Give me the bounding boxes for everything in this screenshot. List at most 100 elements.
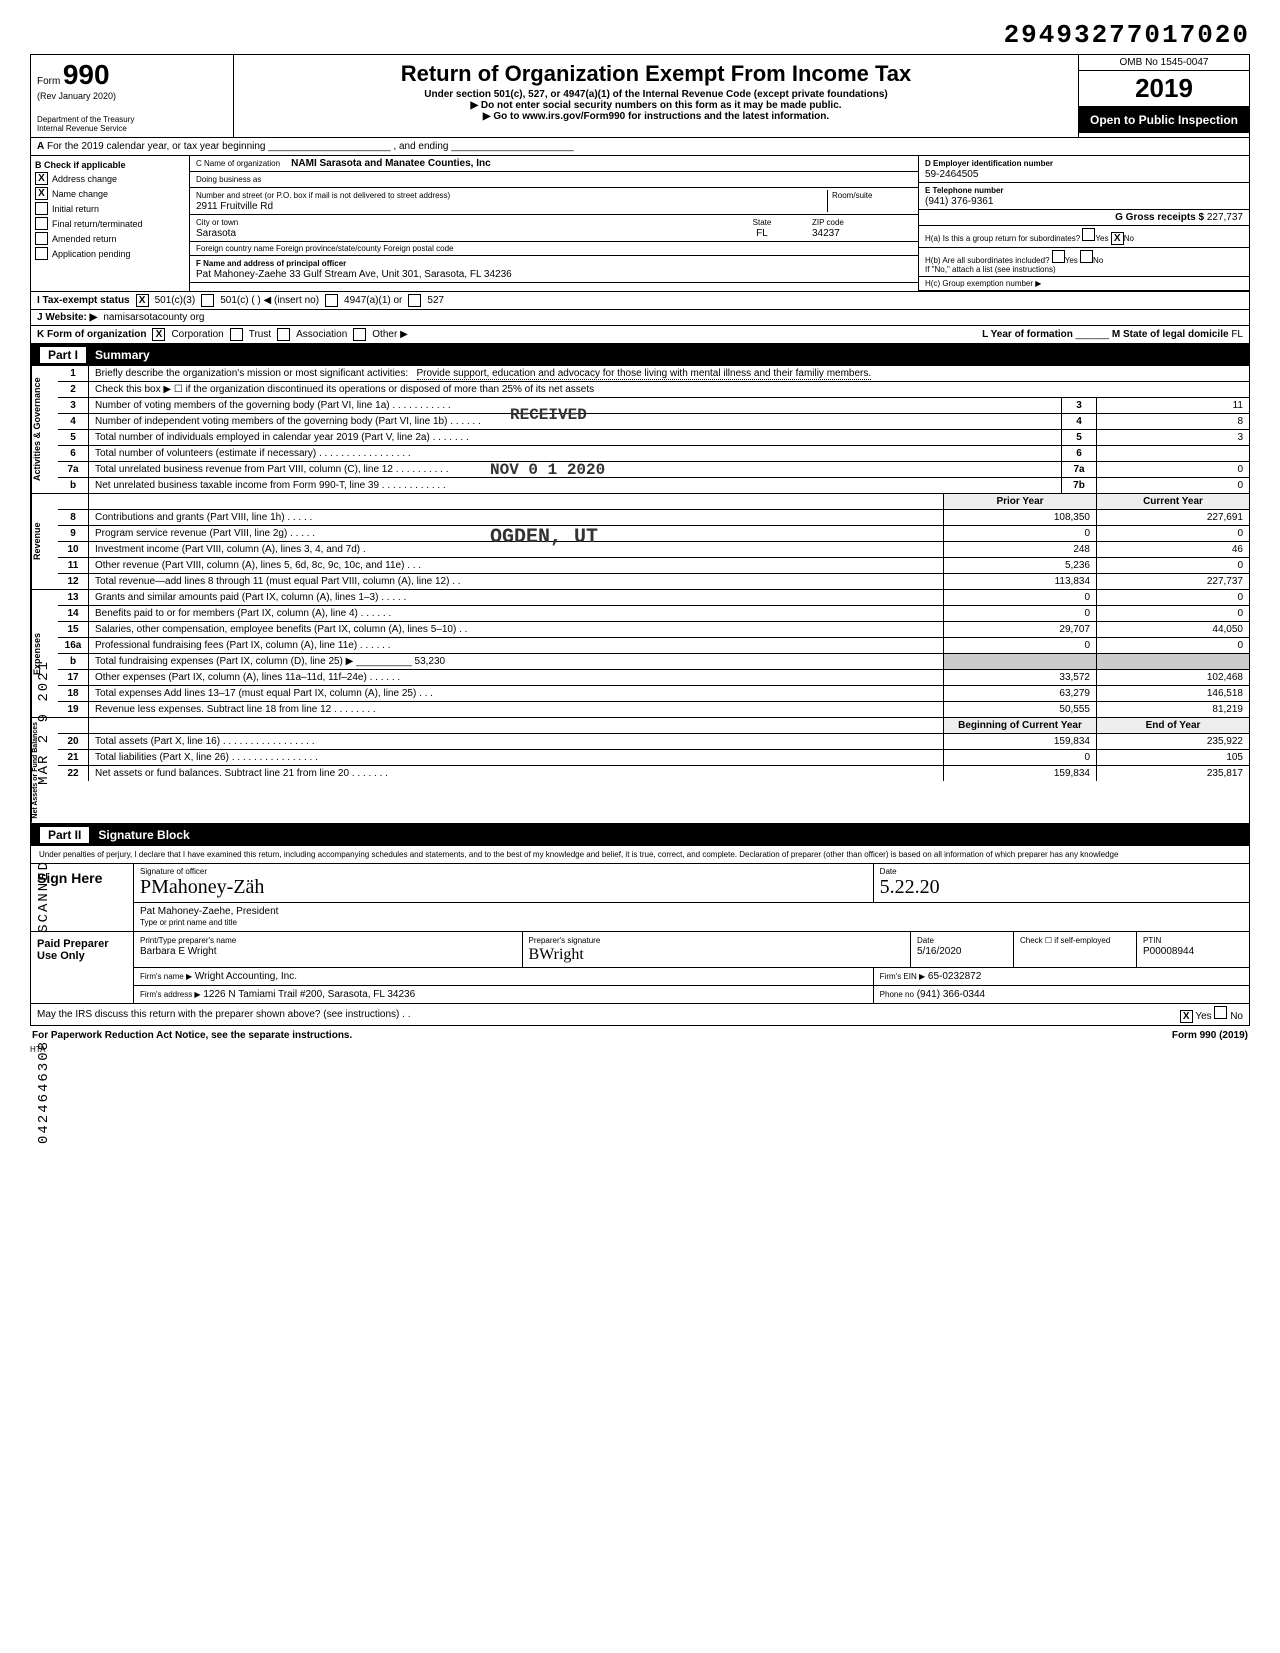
chk-527[interactable] [408, 294, 421, 307]
perjury-text: Under penalties of perjury, I declare th… [30, 846, 1250, 864]
firm-phone-label: Phone no [880, 990, 914, 999]
lbl-address: Address change [52, 174, 117, 184]
row-curr: 105 [1096, 750, 1249, 765]
e-label: E Telephone number [925, 186, 1004, 195]
row-curr: 44,050 [1096, 622, 1249, 637]
form-subtitle: Under section 501(c), 527, or 4947(a)(1)… [242, 89, 1070, 100]
c-addr-label: Number and street (or P.O. box if mail i… [196, 191, 450, 200]
row-val [1096, 446, 1249, 461]
row-num: 12 [58, 574, 89, 589]
chk-other[interactable] [353, 328, 366, 341]
chk-amended[interactable] [35, 232, 48, 245]
row-prior: 33,572 [943, 670, 1096, 685]
row-prior: 248 [943, 542, 1096, 557]
vtab-rev: Revenue [31, 494, 58, 589]
sig-date-label: Date [880, 867, 1243, 876]
row-desc: Total number of individuals employed in … [89, 430, 1061, 445]
ha-no[interactable]: X [1111, 232, 1124, 245]
row-desc: Total liabilities (Part X, line 26) . . … [89, 750, 943, 765]
row-num: 9 [58, 526, 89, 541]
org-name: NAMI Sarasota and Manatee Counties, Inc [291, 158, 491, 169]
chk-4947[interactable] [325, 294, 338, 307]
hb-label: H(b) Are all subordinates included? [925, 256, 1050, 265]
row-box: 7b [1061, 478, 1096, 493]
row-num: 4 [58, 414, 89, 429]
omb-number: OMB No 1545-0047 [1079, 55, 1249, 71]
lbl-initial: Initial return [52, 204, 99, 214]
chk-501c3[interactable]: X [136, 294, 149, 307]
row-val: 8 [1096, 414, 1249, 429]
row-num: 20 [58, 734, 89, 749]
row-prior: 0 [943, 750, 1096, 765]
chk-trust[interactable] [230, 328, 243, 341]
hc-label: H(c) Group exemption number ▶ [919, 277, 1249, 291]
discuss-yes-chk[interactable]: X [1180, 1010, 1193, 1023]
row-num: 7a [58, 462, 89, 477]
row-curr: 235,922 [1096, 734, 1249, 749]
discuss-no-chk[interactable] [1214, 1006, 1227, 1019]
ha-yes[interactable] [1082, 228, 1095, 241]
row-curr [1096, 654, 1249, 669]
row-desc: Investment income (Part VIII, column (A)… [89, 542, 943, 557]
lbl-amended: Amended return [52, 234, 117, 244]
row-num: 6 [58, 446, 89, 461]
lbl-4947: 4947(a)(1) or [344, 295, 402, 306]
chk-final[interactable] [35, 217, 48, 230]
part2-pt: Part II [39, 826, 90, 844]
part1-pt: Part I [39, 346, 87, 364]
line2: Check this box ▶ ☐ if the organization d… [89, 382, 1249, 397]
b-label: Check if applicable [44, 160, 126, 170]
chk-pending[interactable] [35, 247, 48, 260]
chk-corp[interactable]: X [152, 328, 165, 341]
footer-hta: HTA [30, 1045, 1250, 1054]
row-curr: 0 [1096, 526, 1249, 541]
hb-yes[interactable] [1052, 250, 1065, 263]
hb-no[interactable] [1080, 250, 1093, 263]
firm-addr-label: Firm's address ▶ [140, 990, 201, 999]
row-num: 10 [58, 542, 89, 557]
org-city: Sarasota [196, 228, 236, 239]
chk-501c[interactable] [201, 294, 214, 307]
row-curr: 0 [1096, 606, 1249, 621]
row-desc: Total number of volunteers (estimate if … [89, 446, 1061, 461]
vtab-gov: Activities & Governance [31, 366, 58, 493]
officer-name: Pat Mahoney-Zaehe, President [140, 906, 278, 917]
ein-label: Firm's EIN ▶ [880, 972, 925, 981]
c-dba-label: Doing business as [196, 175, 261, 184]
row-num: 16a [58, 638, 89, 653]
chk-name[interactable]: X [35, 187, 48, 200]
row-prior: 159,834 [943, 734, 1096, 749]
row-val: 3 [1096, 430, 1249, 445]
vtab-bal: Net Assets or Fund Balances [31, 718, 58, 823]
col-c: C Name of organization NAMI Sarasota and… [190, 156, 919, 291]
row-curr: 146,518 [1096, 686, 1249, 701]
gross-receipts: 227,737 [1207, 212, 1243, 223]
prep-label: Paid Preparer Use Only [31, 932, 134, 1003]
row-box: 5 [1061, 430, 1096, 445]
prep-name: Barbara E Wright [140, 946, 217, 957]
row-curr: 0 [1096, 638, 1249, 653]
row-desc: Benefits paid to or for members (Part IX… [89, 606, 943, 621]
officer-signature: PMahoney-Zäh [140, 876, 867, 899]
c-foreign: Foreign country name Foreign province/st… [190, 242, 918, 256]
hdr-prior: Prior Year [943, 494, 1096, 509]
line-a-text: For the 2019 calendar year, or tax year … [47, 141, 574, 152]
mission-text: Provide support, education and advocacy … [417, 368, 872, 380]
row-box: 6 [1061, 446, 1096, 461]
row-desc: Net assets or fund balances. Subtract li… [89, 766, 943, 781]
principal-officer: Pat Mahoney-Zaehe 33 Gulf Stream Ave, Un… [196, 269, 512, 280]
chk-initial[interactable] [35, 202, 48, 215]
row-prior: 0 [943, 606, 1096, 621]
org-zip: 34237 [812, 228, 840, 239]
col-d: D Employer identification number59-24645… [919, 156, 1249, 291]
k-label: K Form of organization [37, 329, 146, 340]
hdr-current: Current Year [1096, 494, 1249, 509]
row-desc: Total fundraising expenses (Part IX, col… [89, 654, 943, 669]
ptin: P00008944 [1143, 946, 1194, 957]
row-desc: Grants and similar amounts paid (Part IX… [89, 590, 943, 605]
row-prior: 159,834 [943, 766, 1096, 781]
row-num: 8 [58, 510, 89, 525]
chk-assoc[interactable] [277, 328, 290, 341]
chk-address[interactable]: X [35, 172, 48, 185]
row-num: 22 [58, 766, 89, 781]
